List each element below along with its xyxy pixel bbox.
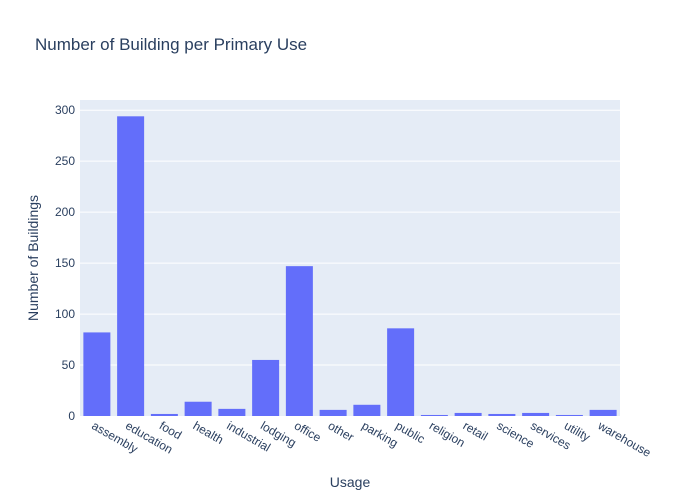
- bar-utility: [555, 414, 583, 416]
- x-tick-label: parking: [359, 418, 400, 450]
- gridlines: [80, 109, 620, 366]
- bar-parking: [353, 404, 381, 416]
- y-tick-label: 150: [55, 256, 75, 270]
- x-tick-label: health: [191, 418, 226, 446]
- bar-retail: [454, 412, 482, 416]
- bar-religion: [420, 414, 448, 416]
- x-axis-title: Usage: [330, 474, 371, 490]
- y-tick-label: 200: [55, 205, 75, 219]
- bar-services: [522, 412, 550, 416]
- y-axis-ticks: 0 50 100 150 200 250 300: [55, 103, 75, 423]
- bar-office: [285, 266, 313, 416]
- bar-education: [117, 116, 145, 416]
- plot-area: [80, 100, 620, 416]
- x-tick-label: other: [326, 418, 357, 444]
- y-tick-label: 100: [55, 307, 75, 321]
- bar-health: [184, 401, 212, 416]
- y-tick-label: 0: [68, 409, 75, 423]
- bar-lodging: [252, 359, 280, 416]
- x-tick-label: religion: [427, 418, 468, 449]
- bar-public: [387, 328, 415, 416]
- bar-warehouse: [589, 409, 617, 416]
- x-tick-label: science: [494, 418, 537, 451]
- bar-industrial: [218, 408, 246, 416]
- bars: [83, 116, 617, 416]
- chart-title: Number of Building per Primary Use: [35, 35, 307, 54]
- bar-science: [488, 413, 516, 416]
- bar-assembly: [83, 332, 111, 416]
- y-axis-title: Number of Buildings: [25, 195, 41, 321]
- y-tick-label: 250: [55, 154, 75, 168]
- bar-other: [319, 409, 347, 416]
- bar-food: [150, 413, 178, 416]
- x-tick-label: public: [393, 418, 427, 446]
- y-tick-label: 50: [62, 358, 76, 372]
- y-tick-label: 300: [55, 103, 75, 117]
- x-tick-label: warehouse: [595, 418, 654, 460]
